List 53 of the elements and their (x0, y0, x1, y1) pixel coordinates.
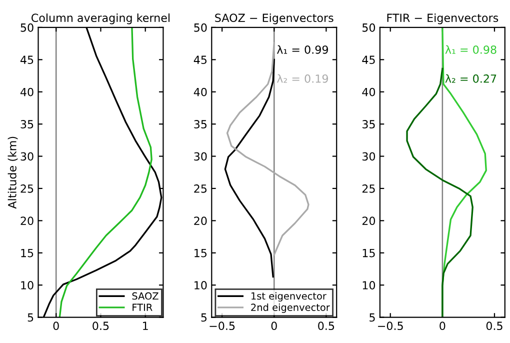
line-series (406, 68, 474, 318)
x-tick-label: 0 (53, 322, 59, 330)
legend-label: SAOZ (132, 292, 158, 300)
y-tick-label: 40 (20, 88, 34, 96)
x-tick-label: 0.5 (92, 322, 109, 330)
chart-title: SAOZ − Eigenvectors (215, 13, 334, 24)
y-tick-label: 5 (201, 313, 207, 322)
y-tick-label: 25 (194, 184, 207, 193)
x-tick-label: −0.5 (378, 322, 403, 330)
annotation: λ₂ = 0.27 (445, 74, 496, 83)
text: 1st eigenvector (252, 292, 326, 302)
y-tick-label: 45 (194, 56, 207, 64)
y-tick-label: 10 (362, 281, 376, 290)
y-tick-label: 30 (20, 152, 34, 161)
y-tick-label: 30 (362, 152, 376, 161)
annotation: λ₁ = 0.99 (276, 45, 328, 54)
x-tick-label: 1 (143, 322, 148, 330)
x-tick-label: 0 (271, 322, 277, 330)
y-axis-title: Altitude (km) (8, 136, 18, 209)
y-tick-label: 50 (194, 23, 207, 32)
y-tick-label: 50 (20, 23, 34, 32)
y-tick-label: 45 (20, 56, 34, 64)
y-tick-label: 25 (362, 184, 375, 193)
y-tick-label: 40 (362, 88, 376, 96)
chart-title: FTIR − Eigenvectors (387, 13, 498, 24)
y-tick-label: 15 (21, 248, 34, 258)
x-tick-label: −0.5 (210, 322, 235, 330)
line-series (224, 58, 275, 278)
y-tick-label: 5 (28, 313, 34, 322)
y-tick-label: 45 (362, 56, 375, 64)
chart-title: Column averaging kernel (32, 13, 170, 24)
y-tick-label: 35 (362, 120, 375, 128)
x-tick-label: 0.5 (486, 322, 502, 330)
y-tick-label: 10 (194, 281, 207, 290)
y-tick-label: 15 (362, 248, 375, 258)
y-tick-label: 20 (362, 216, 376, 226)
y-tick-label: 5 (370, 313, 375, 322)
x-tick-label: 0 (440, 322, 446, 330)
annotation: λ₁ = 0.98 (445, 45, 496, 54)
y-tick-label: 10 (21, 281, 34, 290)
y-tick-label: 20 (194, 216, 207, 226)
y-tick-label: 50 (362, 23, 376, 32)
y-tick-label: 35 (20, 120, 34, 128)
y-tick-label: 30 (194, 152, 207, 161)
y-tick-label: 35 (194, 120, 207, 128)
x-tick-label: 0.5 (318, 322, 334, 330)
y-tick-label: 25 (20, 184, 34, 193)
y-tick-label: 20 (20, 216, 34, 226)
annotation: λ₂ = 0.19 (276, 74, 328, 83)
y-tick-label: 15 (194, 248, 207, 258)
legend-label: FTIR (132, 304, 152, 311)
legend-label: 2nd eigenvector (251, 303, 330, 313)
y-tick-label: 40 (194, 88, 207, 96)
